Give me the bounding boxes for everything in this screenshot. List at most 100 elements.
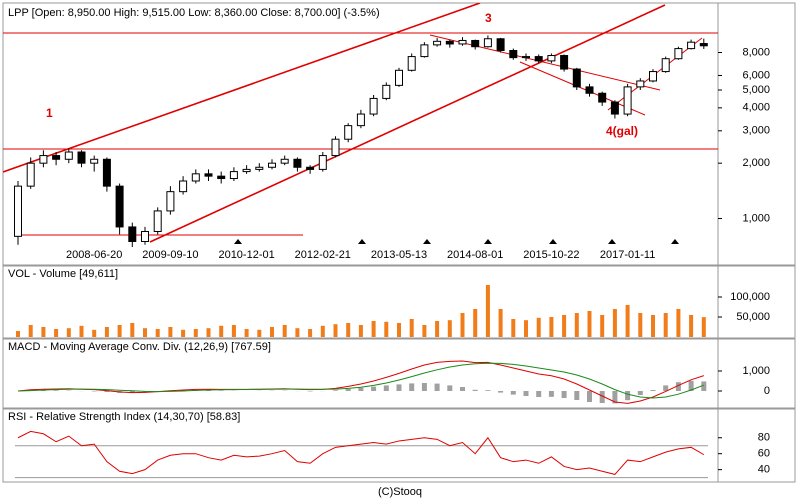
volume-bar [574, 313, 579, 337]
histogram-bar [625, 391, 631, 401]
volume-bar [130, 323, 135, 337]
y-tick-label: 2,000 [742, 157, 770, 169]
histogram-bar [510, 391, 516, 395]
volume-bar [485, 285, 490, 337]
candle-body [610, 101, 619, 115]
event-markers [234, 239, 679, 244]
volume-bar [16, 331, 20, 337]
candle-body [39, 155, 48, 164]
candle-body [90, 158, 99, 164]
x-tick-label: 2015-10-22 [523, 249, 579, 261]
volume-bar [28, 325, 33, 337]
volume-bar [257, 329, 262, 337]
volume-bar [651, 315, 655, 337]
histogram-bar [587, 391, 592, 402]
volume-bar [536, 317, 541, 337]
volume-bar [473, 309, 478, 337]
candle-body [382, 84, 391, 99]
x-tick-label: 2010-12-01 [218, 249, 274, 261]
rsi-title: RSI - Relative Strength Index (14,30,70)… [8, 411, 240, 423]
annotation: 4(gal) [606, 124, 638, 138]
histogram-bar [536, 391, 542, 397]
candle-body [153, 210, 162, 232]
volume-bar [66, 328, 71, 337]
volume-bar [358, 325, 363, 337]
histogram-bar [345, 389, 351, 391]
histogram-bar [383, 385, 389, 391]
volume-title: VOL - Volume [49,611] [8, 268, 118, 280]
candle-body [395, 69, 403, 86]
candle-body [572, 68, 581, 88]
candle-body [293, 158, 302, 168]
candle-body [699, 43, 708, 47]
histogram-bar [650, 390, 656, 391]
candle-body [356, 113, 365, 127]
volume-bar [384, 321, 389, 337]
volume-bar [511, 319, 516, 337]
candle-body [268, 162, 276, 168]
candle-body [14, 185, 22, 237]
histogram-bar [460, 387, 465, 391]
histogram-bar [472, 389, 478, 391]
candle-body [242, 168, 251, 173]
x-tick-label: 2013-05-13 [371, 249, 427, 261]
marker [484, 239, 492, 244]
candle-body [420, 44, 429, 58]
candle-body [661, 58, 670, 73]
trend-lines [3, 3, 718, 243]
volume-bar [270, 327, 274, 337]
volume-bar [498, 309, 503, 337]
histogram-bar [688, 380, 694, 391]
volume-bar [524, 320, 528, 337]
candle-body [534, 56, 543, 62]
candle-body [128, 226, 137, 242]
down-channel-upper [429, 34, 661, 91]
volume-bar [333, 324, 338, 337]
candle-body [560, 55, 569, 70]
y-tick-label: 1,000 [742, 365, 770, 377]
volume-bar [435, 321, 440, 337]
candle-body [547, 55, 556, 62]
volume-bar [587, 311, 592, 337]
candle-body [191, 173, 200, 182]
histogram-bar [523, 391, 529, 396]
volume-bar [549, 317, 554, 337]
series-line [17, 362, 704, 399]
volume-bar [104, 327, 109, 337]
histogram-bar [206, 390, 211, 391]
histogram-bar [396, 384, 402, 391]
candle-body [445, 40, 454, 45]
candle-body [331, 138, 340, 157]
marker [358, 239, 366, 244]
histogram-bar [599, 391, 605, 403]
volume-bar [409, 319, 414, 337]
candle-body [509, 50, 518, 59]
candle-body [407, 56, 416, 71]
marker [608, 239, 616, 244]
candle-body [318, 155, 327, 170]
y-tick-label: 40 [758, 464, 770, 476]
volume-bar [54, 329, 59, 337]
volume-bar [92, 329, 97, 337]
histogram-bar [371, 386, 377, 391]
y-tick-label: 6,000 [742, 69, 770, 81]
volume-bar [206, 328, 211, 337]
candle-body [649, 71, 657, 82]
candle-body [623, 86, 632, 115]
candle-body [369, 97, 378, 115]
volume-bar [295, 328, 300, 337]
volume-bar [397, 323, 401, 337]
candle-body [687, 41, 696, 50]
channel-upper [3, 3, 481, 173]
histogram-bar [574, 391, 580, 400]
histogram-bar [612, 391, 618, 404]
price-panel [2, 2, 796, 266]
marker [671, 239, 679, 244]
histogram-bar [40, 390, 46, 391]
candle-body [64, 151, 73, 160]
histogram-bar [447, 385, 453, 391]
candle-body [280, 158, 289, 164]
candle-body [166, 191, 175, 212]
candle-body [217, 175, 226, 180]
